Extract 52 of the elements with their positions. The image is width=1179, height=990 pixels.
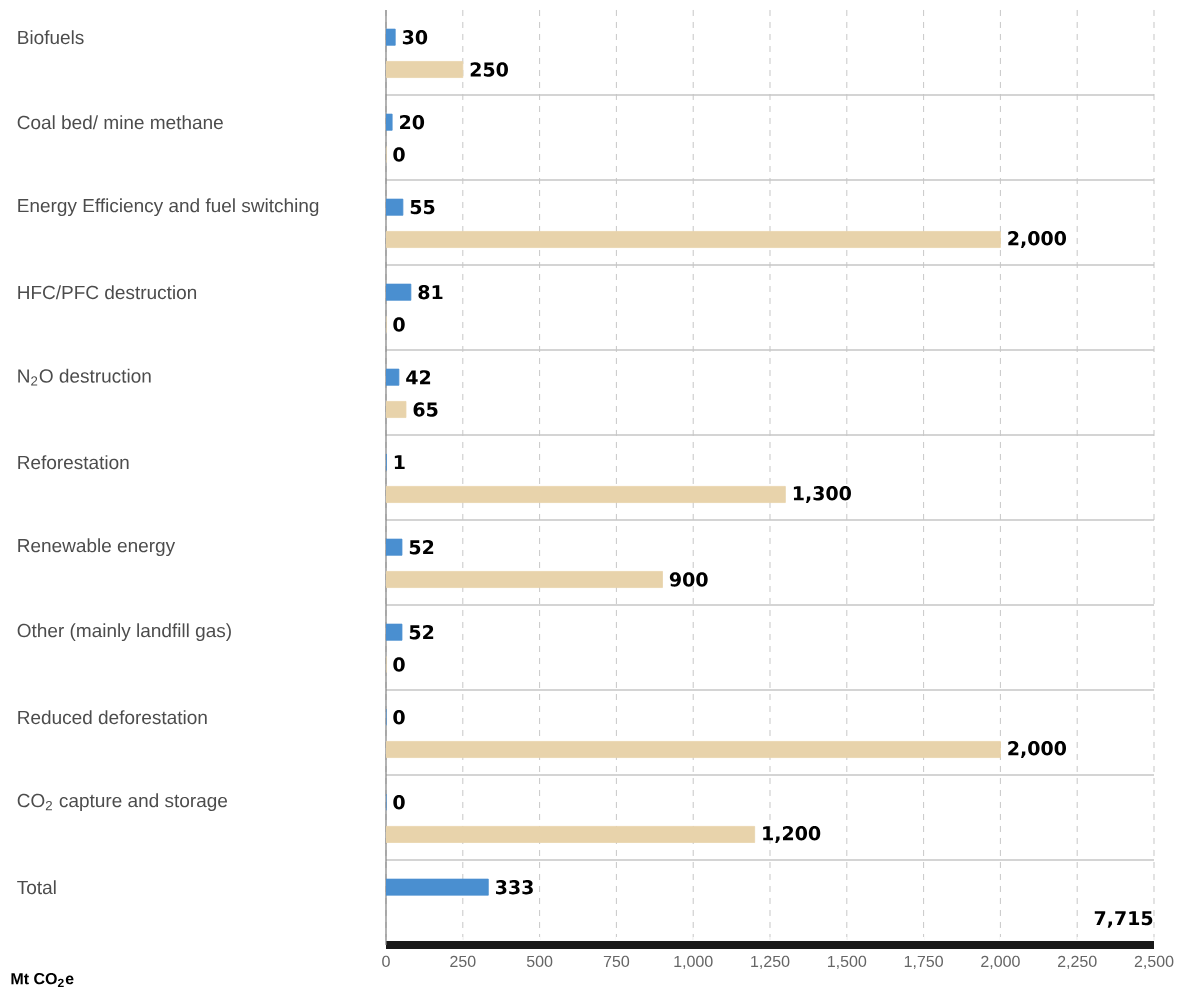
bar <box>386 231 1001 248</box>
x-tick-label: 1,750 <box>904 955 943 969</box>
data-label: 52 <box>409 540 434 555</box>
x-tick-label: 250 <box>450 955 476 968</box>
y-tick-label: N$_{2}$O destruction <box>18 368 151 386</box>
data-label: 0 <box>393 795 405 810</box>
bar <box>386 61 464 78</box>
x-tick-label: 1,250 <box>751 955 790 969</box>
bar <box>386 486 786 503</box>
data-label: 65 <box>413 402 438 417</box>
bar <box>386 826 756 843</box>
x-tick-label: 500 <box>526 955 553 968</box>
y-tick-label: Reduced deforestation <box>18 710 207 725</box>
x-tick-label: 1,500 <box>828 955 867 969</box>
data-label: 0 <box>393 147 405 162</box>
data-label: 1 <box>394 455 405 470</box>
data-label: 0 <box>393 317 405 332</box>
y-tick-label: Reforestation <box>18 455 129 470</box>
data-label: 333 <box>495 880 533 895</box>
y-tick-label: HFC/PFC destruction <box>18 285 197 300</box>
y-tick-label: Other (mainly landfill gas) <box>17 623 231 642</box>
x-tick-label: 2,000 <box>981 955 1020 969</box>
text: 7,715 <box>1094 911 1153 928</box>
y-tick-label: Coal bed/ mine methane <box>17 115 223 130</box>
x-tick-label: 2,500 <box>1134 955 1174 969</box>
data-label: 55 <box>410 200 435 215</box>
y-tick-label: Total <box>17 880 56 895</box>
bar <box>386 741 1001 758</box>
x-tick-label: 0 <box>382 955 390 968</box>
data-label: 0 <box>393 657 405 672</box>
x-tick-label: 2,250 <box>1057 955 1097 969</box>
y-tick-label: Renewable energy <box>18 538 176 557</box>
data-label: 2,000 <box>1008 231 1067 248</box>
data-label: 2,000 <box>1008 741 1067 758</box>
data-label: 52 <box>409 625 434 640</box>
data-label: 81 <box>418 285 443 300</box>
data-label: 250 <box>470 62 508 77</box>
data-label: 0 <box>393 710 405 725</box>
y-tick-label: CO$_{2}$ capture and storage <box>17 793 228 812</box>
data-label: 42 <box>406 370 431 385</box>
bar <box>386 571 663 588</box>
x-axis-title: Mt CO$_{2}$e <box>11 972 74 987</box>
y-tick-label: Biofuels <box>18 30 84 45</box>
data-label: 1,300 <box>793 486 851 503</box>
data-label: 30 <box>402 30 428 45</box>
data-label: 1,200 <box>763 826 821 843</box>
x-tick-label: 750 <box>603 955 630 968</box>
bar <box>386 401 407 418</box>
data-label: 900 <box>669 572 708 587</box>
y-tick-label: Energy Efficiency and fuel switching <box>18 198 319 217</box>
data-label: 20 <box>400 115 425 130</box>
x-tick-label: 1,000 <box>674 955 713 969</box>
